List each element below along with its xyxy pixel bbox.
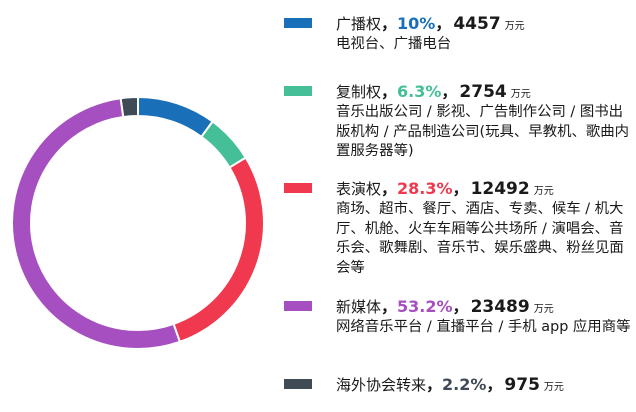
legend-amount: 975 [504,375,540,395]
legend-entry-2: 表演权， 28.3%， 12492 万元 商场、超市、餐厅、酒店、专卖、候车 / 机大厅… [284,175,634,278]
legend-unit: 万元 [533,304,554,315]
legend-separator: ， [452,179,469,198]
pie-slice-0 [137,95,215,139]
legend-category: 广播权 [336,15,382,33]
legend-amount: 23489 [470,297,530,317]
legend-description: 电视台、广播电台 [336,36,452,52]
legend-category: 海外协会转来 [336,376,427,394]
legend-separator: ， [381,297,398,316]
legend-percent: 6.3% [397,82,442,101]
legend-category: 复制权 [336,83,382,101]
legend-percent: 2.2% [442,375,487,394]
legend-amount: 2754 [459,82,507,102]
legend-percent: 28.3% [397,179,453,198]
legend-description: 音乐出版公司 / 影视、广告制作公司 / 图书出版机构 / 产品制造公司(玩具、… [336,104,630,159]
legend-unit: 万元 [543,382,564,393]
legend-unit: 万元 [504,21,525,32]
legend-entry-3: 新媒体， 53.2%， 23489 万元 网络音乐平台 / 直播平台 / 手机 app … [284,293,634,338]
legend-swatch [284,86,312,96]
legend-row: 复制权， 6.3%， 2754 万元 [284,78,634,102]
pie-slice-2 [172,156,265,344]
legend-row: 表演权， 28.3%， 12492 万元 [284,175,634,199]
legend-swatch [284,379,312,389]
legend-separator: ， [486,375,503,394]
legend-row: 海外协会转来， 2.2%， 975 万元 [284,371,634,395]
legend-description: 商场、超市、餐厅、酒店、专卖、候车 / 机大厅、机舱、火车车厢等公共场所 / 演… [336,201,624,276]
legend-unit: 万元 [510,89,531,100]
legend-separator: ， [381,14,398,33]
legend-description: 网络音乐平台 / 直播平台 / 手机 app 应用商等 [336,319,631,335]
legend-entry-1: 复制权， 6.3%， 2754 万元 音乐出版公司 / 影视、广告制作公司 / 图书出版… [284,78,634,162]
pie-slice-3 [11,97,182,350]
legend-separator: ， [441,82,458,101]
legend-percent: 10% [397,14,436,33]
legend-category: 新媒体 [336,298,382,316]
legend-row: 广播权， 10%， 4457 万元 [284,10,634,34]
legend-amount: 4457 [453,14,501,34]
legend-separator: ， [381,82,398,101]
legend-separator: ， [435,14,452,33]
legend-category: 表演权 [336,180,382,198]
legend-percent: 53.2% [397,297,453,316]
legend-entry-4: 海外协会转来， 2.2%， 975 万元 [284,371,634,395]
legend-amount: 12492 [470,179,530,199]
donut-chart [11,95,265,350]
legend-entry-0: 广播权， 10%， 4457 万元 电视台、广播电台 [284,10,634,55]
legend-separator: ， [381,179,398,198]
legend-separator: ， [426,375,443,394]
legend-swatch [284,18,312,28]
legend-swatch [284,301,312,311]
legend-unit: 万元 [533,186,554,197]
legend-swatch [284,183,312,193]
legend-separator: ， [452,297,469,316]
legend-row: 新媒体， 53.2%， 23489 万元 [284,293,634,317]
